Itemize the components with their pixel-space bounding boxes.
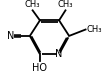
Text: CH₃: CH₃	[25, 0, 40, 9]
Text: CH₃: CH₃	[58, 0, 73, 9]
Text: CH₃: CH₃	[86, 25, 102, 34]
Text: HO: HO	[32, 63, 47, 73]
Text: N: N	[55, 49, 63, 59]
Text: N: N	[7, 31, 14, 41]
